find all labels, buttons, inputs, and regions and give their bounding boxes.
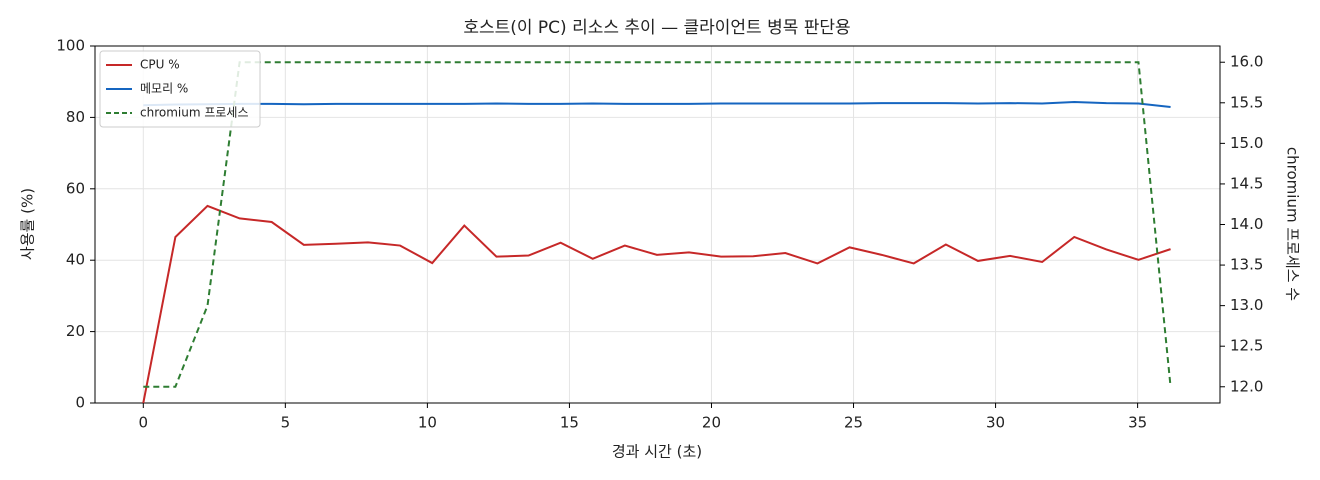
y2-tick-label: 12.5 [1230, 337, 1263, 355]
x-tick-label: 30 [986, 414, 1005, 432]
y-tick-label: 20 [66, 322, 85, 340]
chart-title: 호스트(이 PC) 리소스 추이 — 클라이언트 병목 판단용 [463, 18, 850, 38]
y2-tick-label: 14.5 [1230, 174, 1263, 192]
plot-frame [94, 45, 1221, 404]
y2-tick-label: 15.0 [1230, 134, 1263, 152]
y2-axis-label: chromium 프로세스 수 [1284, 147, 1302, 301]
x-tick-label: 5 [281, 414, 291, 432]
y-axis-label: 사용률 (%) [19, 188, 37, 260]
y2-tick-label: 15.5 [1230, 93, 1263, 111]
x-axis-label: 경과 시간 (초) [612, 443, 702, 461]
y-tick-label: 100 [56, 37, 85, 55]
series-line [142, 204, 1171, 404]
x-tick-label: 20 [702, 414, 721, 432]
x-tick-label: 10 [418, 414, 437, 432]
series-line [143, 101, 1171, 109]
y-tick-label: 40 [66, 251, 85, 269]
y-tick-label: 0 [75, 394, 85, 412]
legend-box [99, 50, 261, 128]
series-line [143, 61, 1172, 388]
x-tick-label: 25 [844, 414, 863, 432]
y-tick-label: 80 [66, 108, 85, 126]
x-tick-label: 15 [560, 414, 579, 432]
legend-label: 메모리 % [140, 82, 188, 96]
y-tick-label: 60 [66, 179, 85, 197]
legend-label: chromium 프로세스 [140, 106, 249, 120]
y2-tick-label: 13.0 [1230, 296, 1263, 314]
x-tick-label: 0 [139, 414, 149, 432]
y2-tick-label: 12.0 [1230, 377, 1263, 395]
y2-tick-label: 16.0 [1230, 53, 1263, 71]
y2-tick-label: 13.5 [1230, 256, 1263, 274]
x-tick-label: 35 [1128, 414, 1147, 432]
y2-tick-label: 14.0 [1230, 215, 1263, 233]
legend-label: CPU % [140, 58, 180, 72]
